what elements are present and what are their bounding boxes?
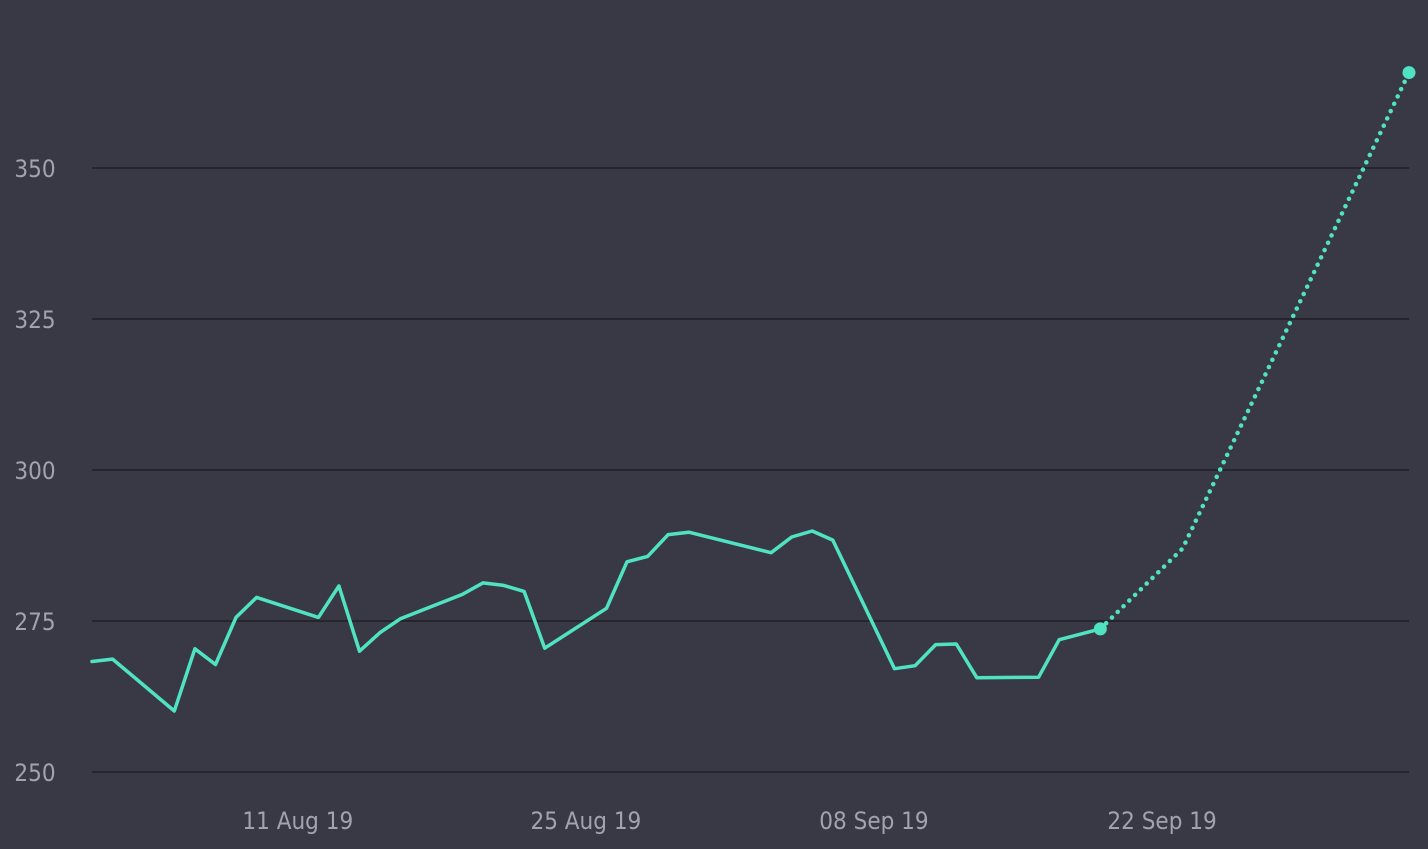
data-point (358, 649, 362, 653)
y-axis-tick-labels: 250 275 300 325 350 (14, 155, 55, 787)
data-point (378, 630, 382, 634)
endpoint-marker (1402, 66, 1416, 80)
x-tick-label: 22 Sep 19 (1107, 807, 1216, 835)
forecast-line (1098, 70, 1412, 632)
data-point (193, 647, 197, 651)
grid-lines (92, 167, 1409, 773)
y-tick-label: 250 (14, 759, 55, 787)
data-point (790, 535, 794, 539)
data-point (234, 615, 238, 619)
data-point (213, 662, 217, 666)
history-line (90, 529, 1103, 713)
data-point (646, 554, 650, 558)
data-point (172, 709, 176, 713)
endpoint-marker (1093, 622, 1107, 636)
data-point (954, 642, 958, 646)
data-point (1057, 638, 1061, 642)
data-point (913, 664, 917, 668)
data-point (666, 533, 670, 537)
data-point (687, 530, 691, 534)
data-point (810, 529, 814, 533)
data-point (90, 659, 94, 663)
y-tick-label: 275 (14, 608, 55, 636)
data-point (1181, 547, 1185, 551)
x-axis-tick-labels: 11 Aug 19 25 Aug 19 08 Sep 19 22 Sep 19 (242, 807, 1216, 835)
data-point (604, 606, 608, 610)
data-point (975, 676, 979, 680)
series-points (90, 66, 1416, 713)
data-point (522, 589, 526, 593)
data-point (399, 617, 403, 621)
data-point (481, 581, 485, 585)
data-point (625, 560, 629, 564)
y-tick-label: 300 (14, 457, 55, 485)
data-point (1078, 632, 1082, 636)
y-tick-label: 325 (14, 306, 55, 334)
data-point (316, 615, 320, 619)
data-point (502, 583, 506, 587)
data-point (934, 643, 938, 647)
y-tick-label: 350 (14, 155, 55, 183)
data-point (769, 551, 773, 555)
data-point (831, 538, 835, 542)
data-point (1037, 675, 1041, 679)
x-tick-label: 11 Aug 19 (242, 807, 353, 835)
x-tick-label: 08 Sep 19 (819, 807, 928, 835)
series-lines (90, 70, 1412, 713)
x-tick-label: 25 Aug 19 (530, 807, 641, 835)
data-point (111, 657, 115, 661)
data-point (255, 595, 259, 599)
data-point (543, 646, 547, 650)
data-point (460, 592, 464, 596)
data-point (893, 667, 897, 671)
data-point (337, 584, 341, 588)
